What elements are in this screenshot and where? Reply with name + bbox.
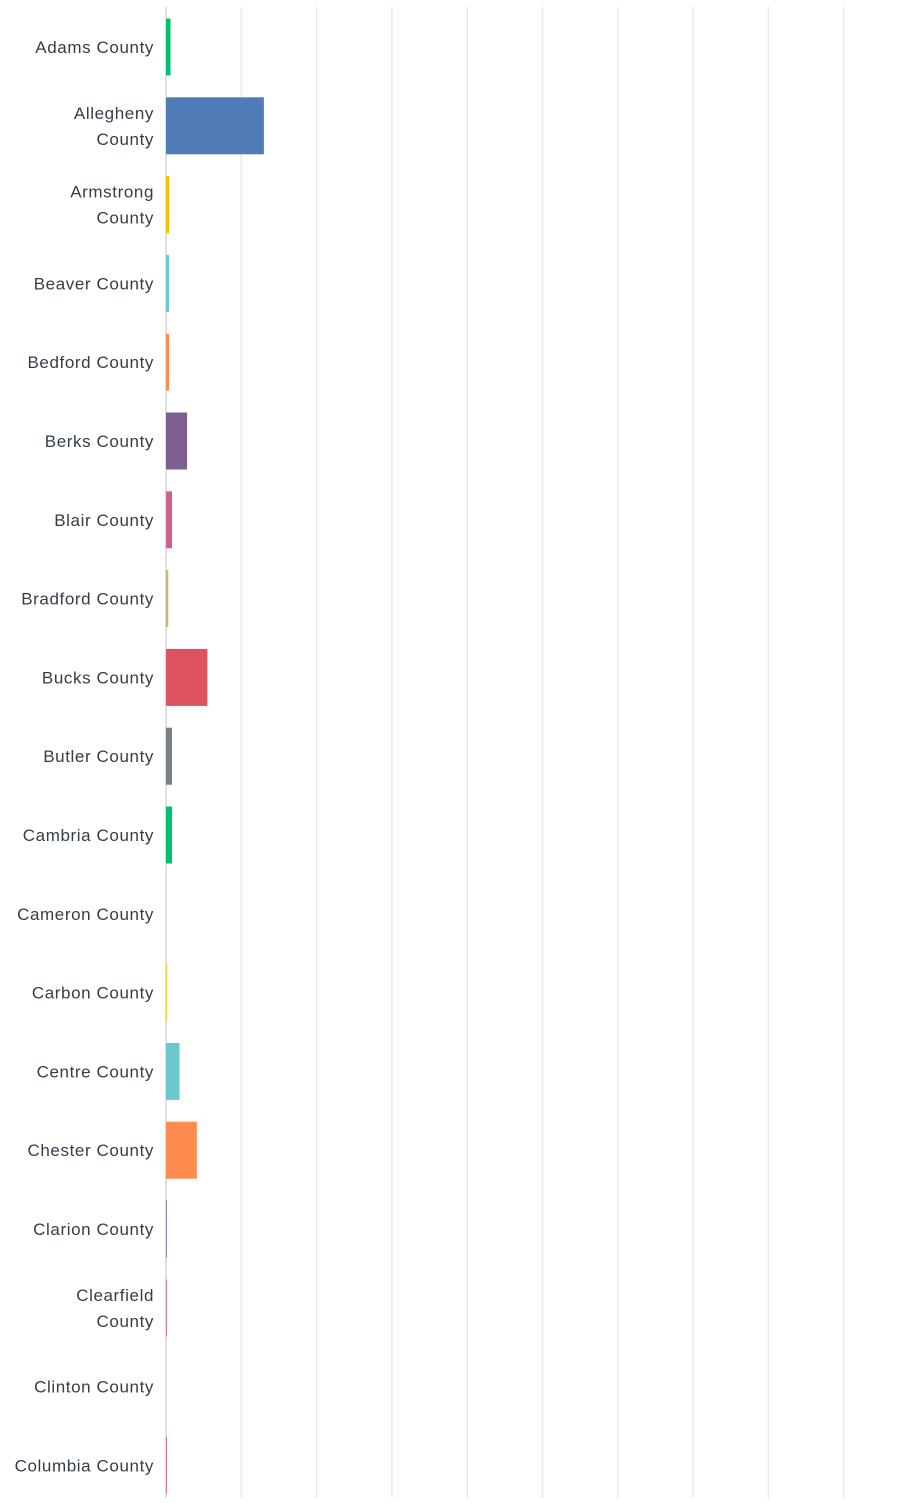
bar (166, 570, 169, 628)
category-label: Bedford County (27, 353, 154, 372)
bar (166, 727, 173, 785)
category-label-line: Centre County (37, 1062, 154, 1081)
category-label-line: Allegheny (74, 104, 154, 123)
category-label-line: County (97, 209, 154, 228)
category-label: Clinton County (34, 1378, 154, 1397)
category-label-line: Chester County (27, 1141, 154, 1160)
category-label: Blair County (54, 511, 154, 530)
category-label: Adams County (35, 38, 154, 57)
category-label-line: Carbon County (32, 984, 154, 1003)
category-label-line: Beaver County (34, 274, 154, 293)
bar (166, 964, 167, 1022)
category-label-line: Blair County (54, 511, 154, 530)
category-label-line: Berks County (45, 432, 154, 451)
category-label-line: Adams County (35, 38, 154, 57)
category-label: Butler County (43, 747, 154, 766)
bar (166, 1121, 197, 1179)
category-label: Armstrong County (70, 183, 154, 228)
category-label: Cameron County (17, 905, 154, 924)
category-label: Clarion County (33, 1220, 154, 1239)
bar (166, 1200, 167, 1258)
category-label-line: Bucks County (42, 668, 154, 687)
bars (166, 18, 264, 1494)
category-label-line: Bradford County (21, 590, 154, 609)
bar (166, 412, 188, 470)
category-label-line: County (97, 130, 154, 149)
bar (166, 176, 170, 234)
category-label-line: County (97, 1312, 154, 1331)
category-label-line: Columbia County (15, 1456, 154, 1475)
category-label: Chester County (27, 1141, 154, 1160)
category-label-line: Cambria County (23, 826, 154, 845)
category-label: Columbia County (15, 1456, 154, 1475)
category-label: Allegheny County (74, 104, 154, 149)
category-label: Carbon County (32, 984, 154, 1003)
category-label: Bradford County (21, 590, 154, 609)
bar (166, 333, 170, 391)
category-label-line: Bedford County (27, 353, 154, 372)
category-label-line: Clearfield (76, 1286, 154, 1305)
category-label: Clearfield County (76, 1286, 154, 1331)
bar (166, 491, 173, 549)
bar (166, 254, 170, 312)
bar (166, 648, 208, 706)
category-label-line: Clarion County (33, 1220, 154, 1239)
category-label: Cambria County (23, 826, 154, 845)
bar (166, 1436, 167, 1494)
gridlines (240, 7, 845, 1498)
category-label-line: Cameron County (17, 905, 154, 924)
category-label-line: Butler County (43, 747, 154, 766)
category-labels: Adams County Allegheny County Armstrong Coun… (15, 38, 154, 1475)
bar (166, 806, 173, 864)
bar (166, 97, 264, 155)
category-label-line: Clinton County (34, 1378, 154, 1397)
category-label: Centre County (37, 1062, 154, 1081)
category-label: Bucks County (42, 668, 154, 687)
bar (166, 1279, 167, 1337)
bar (166, 1042, 180, 1100)
bar (166, 18, 171, 76)
category-label: Berks County (45, 432, 154, 451)
category-label-line: Armstrong (70, 183, 154, 202)
category-label: Beaver County (34, 274, 154, 293)
